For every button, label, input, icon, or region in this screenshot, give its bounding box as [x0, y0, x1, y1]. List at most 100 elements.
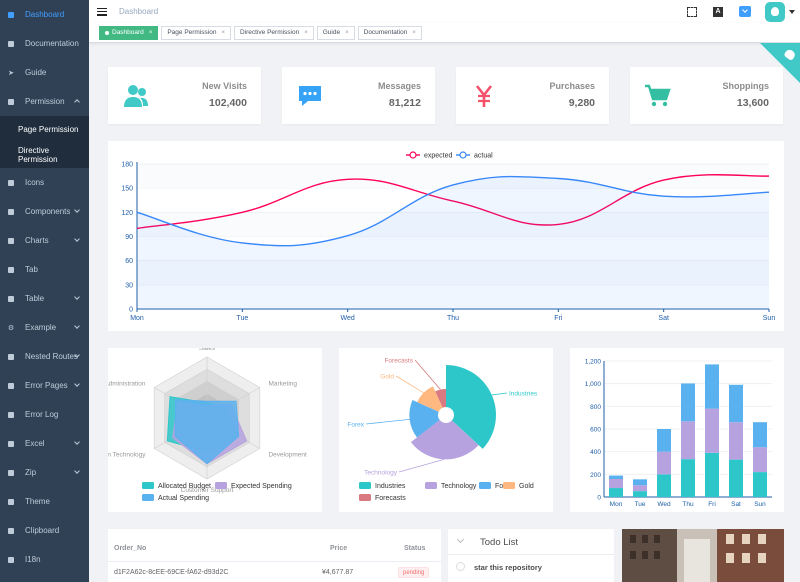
sidebar-item-charts[interactable]: Charts — [0, 226, 89, 255]
todo-item[interactable]: star this repository — [448, 555, 614, 582]
sidebar-item-label: Permission — [25, 97, 65, 106]
tag-directive-permission[interactable]: Directive Permission × — [233, 25, 314, 40]
tags-view: Dashboard × Page Permission × Directive … — [89, 23, 800, 43]
todo-checkbox[interactable] — [456, 562, 465, 571]
bar-chart: 0 200 400 600 800 1,000 1,200 Mon Tue Wed Thu Fri Sa… — [585, 359, 772, 508]
tag-label: Guide — [322, 29, 341, 36]
sidebar-item-tab[interactable]: Tab — [0, 255, 89, 284]
bar-pageB — [609, 478, 623, 489]
column-header-order: Order_No — [114, 545, 147, 552]
line-chart-card: 0 30 60 90 120 150 180 Mon Tue Wed Thu Fri Sat Sun exp… — [108, 141, 784, 331]
y-tick-label: 800 — [590, 404, 601, 411]
sidebar-item-label: Error Log — [25, 410, 59, 419]
sidebar-item-label: Zip — [25, 468, 37, 477]
sidebar-item-label: Excel — [25, 439, 45, 448]
legend-label-actual: actual — [474, 153, 493, 160]
todo-title: Todo List — [480, 537, 519, 548]
table-row[interactable]: d1F2A62c-8cEE-69CE-fA62-d93d2C ¥4,677.87… — [108, 561, 441, 582]
bar-pageA — [633, 491, 647, 497]
column-header-price: Price — [330, 545, 348, 552]
x-tick-label: Sun — [763, 315, 776, 322]
hamburger-icon[interactable] — [97, 7, 107, 16]
fullscreen-icon[interactable] — [687, 6, 697, 17]
panel-value: 9,280 — [568, 97, 595, 109]
tag-documentation[interactable]: Documentation × — [357, 25, 422, 40]
y-tick-label: 0 — [597, 495, 601, 502]
example-icon: ⚙ — [7, 324, 15, 332]
caret-down-icon[interactable] — [789, 9, 795, 14]
close-icon[interactable]: × — [221, 29, 225, 36]
sidebar-item-nested-routes[interactable]: Nested Routes — [0, 342, 89, 371]
close-icon[interactable]: × — [345, 29, 349, 36]
sidebar-item-label: Guide — [25, 68, 47, 77]
legend-label: Expected Spending — [231, 483, 292, 490]
table-icon — [7, 295, 15, 303]
legend-swatch — [142, 482, 154, 489]
y-tick-label: 1,000 — [585, 381, 602, 388]
sidebar-item-error-log[interactable]: Error Log — [0, 400, 89, 429]
area-actual — [137, 176, 769, 309]
x-tick-label: Fri — [554, 315, 563, 322]
bar-pageB — [633, 485, 647, 492]
toggle-all-icon[interactable] — [456, 535, 465, 544]
avatar[interactable] — [765, 1, 785, 22]
sidebar-item-table[interactable]: Table — [0, 284, 89, 313]
sidebar-item-permission[interactable]: Permission — [0, 87, 89, 116]
pie-slice-label: Industries — [509, 391, 538, 398]
close-icon[interactable]: × — [148, 29, 153, 36]
sidebar-item-i18n[interactable]: I18n — [0, 545, 89, 574]
y-tick-label: 600 — [590, 427, 601, 434]
chevron-down-icon — [74, 323, 80, 329]
todo-header: Todo List — [448, 529, 614, 555]
tag-page-permission[interactable]: Page Permission × — [161, 25, 231, 40]
pie-label-line — [491, 392, 508, 396]
sidebar-item-label: Table — [25, 294, 45, 303]
tag-guide[interactable]: Guide × — [316, 25, 355, 40]
tag-label: Dashboard — [112, 29, 144, 36]
y-tick-label: 150 — [121, 186, 133, 193]
size-select-icon[interactable]: A — [713, 6, 723, 17]
sidebar-item-dashboard[interactable]: Dashboard — [0, 0, 89, 29]
y-tick-label: 1,200 — [585, 359, 602, 366]
legend-swatch — [503, 482, 515, 489]
close-icon[interactable]: × — [304, 29, 308, 36]
sidebar-item-directive-permission[interactable]: Directive Permission — [0, 142, 89, 168]
international-icon — [7, 556, 15, 564]
pie-label-line — [365, 418, 410, 425]
sidebar-item-guide[interactable]: ➤ Guide — [0, 58, 89, 87]
y-tick-label: 400 — [590, 449, 601, 456]
close-icon[interactable]: × — [412, 29, 416, 36]
pie-label-line — [398, 458, 445, 473]
sidebar-item-excel[interactable]: Excel — [0, 429, 89, 458]
sidebar-item-label: Error Pages — [25, 381, 68, 390]
sidebar-item-clipboard[interactable]: Clipboard — [0, 516, 89, 545]
order-no-cell: d1F2A62c-8cEE-69CE-fA62-d93d2C — [114, 569, 229, 576]
grid-band — [137, 212, 769, 237]
zip-icon — [7, 469, 15, 477]
breadcrumb[interactable]: Dashboard — [119, 7, 159, 16]
sidebar-item-documentation[interactable]: Documentation — [0, 29, 89, 58]
sidebar-item-error-pages[interactable]: Error Pages — [0, 371, 89, 400]
panel-purchases[interactable]: Purchases 9,280 — [456, 67, 609, 124]
language-select-icon[interactable] — [739, 6, 751, 17]
panel-shoppings[interactable]: Shoppings 13,600 — [630, 67, 783, 124]
sidebar-item-page-permission[interactable]: Page Permission — [0, 116, 89, 142]
y-tick-label: 0 — [129, 307, 133, 314]
sidebar-item-label: Directive Permission — [18, 146, 58, 164]
tag-dashboard[interactable]: Dashboard × — [99, 25, 159, 40]
bar-pageC — [633, 479, 647, 486]
pie-label-line — [414, 359, 441, 390]
bar-pageC — [609, 475, 623, 479]
grid-band — [137, 260, 769, 285]
panel-messages[interactable]: Messages 81,212 — [282, 67, 435, 124]
tab-icon — [7, 266, 15, 274]
panel-new-visits[interactable]: New Visits 102,400 — [108, 67, 261, 124]
sidebar-item-theme[interactable]: Theme — [0, 487, 89, 516]
sidebar-item-components[interactable]: Components — [0, 197, 89, 226]
bar-pageA — [609, 488, 623, 497]
bar-pageC — [657, 429, 671, 452]
sidebar-item-zip[interactable]: Zip — [0, 458, 89, 487]
sidebar-item-example[interactable]: ⚙ Example — [0, 313, 89, 342]
legend-swatch — [359, 482, 371, 489]
sidebar-item-icons[interactable]: Icons — [0, 168, 89, 197]
